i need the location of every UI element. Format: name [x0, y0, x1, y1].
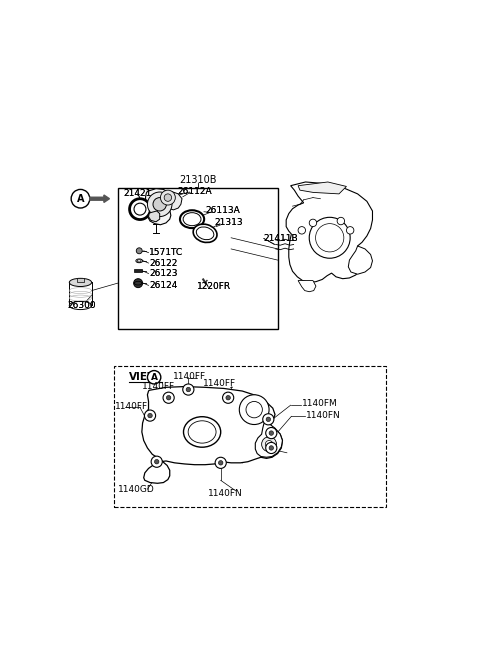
Polygon shape: [142, 386, 282, 483]
Circle shape: [155, 460, 159, 464]
Polygon shape: [298, 182, 347, 194]
Ellipse shape: [196, 227, 214, 240]
Text: 21310B: 21310B: [179, 175, 216, 185]
Circle shape: [163, 392, 174, 403]
Polygon shape: [161, 191, 182, 210]
Ellipse shape: [136, 259, 143, 263]
Ellipse shape: [69, 301, 92, 310]
Circle shape: [265, 441, 273, 448]
Circle shape: [147, 192, 172, 217]
Circle shape: [223, 392, 234, 403]
Circle shape: [266, 442, 277, 453]
Circle shape: [134, 203, 146, 215]
Ellipse shape: [137, 260, 141, 262]
Bar: [114, 366, 385, 508]
Ellipse shape: [69, 278, 92, 286]
Circle shape: [263, 414, 274, 425]
Text: 21411B: 21411B: [264, 234, 299, 243]
Polygon shape: [255, 422, 282, 457]
Text: 1140FF: 1140FF: [142, 382, 175, 390]
Text: 26113A: 26113A: [205, 206, 240, 215]
Circle shape: [144, 410, 156, 421]
Circle shape: [240, 395, 269, 424]
Text: 1140FN: 1140FN: [208, 489, 243, 498]
Circle shape: [309, 219, 317, 227]
Text: 1140FM: 1140FM: [302, 399, 337, 408]
Circle shape: [298, 227, 306, 234]
Text: 1140GD: 1140GD: [118, 485, 155, 494]
Text: 26122: 26122: [149, 259, 178, 268]
Circle shape: [147, 371, 161, 384]
Circle shape: [130, 198, 150, 219]
Text: 1140FF: 1140FF: [115, 402, 148, 411]
Text: 21421: 21421: [123, 189, 152, 198]
Bar: [134, 269, 142, 272]
Circle shape: [269, 431, 274, 436]
Ellipse shape: [193, 224, 217, 242]
Polygon shape: [148, 211, 160, 222]
Circle shape: [309, 217, 350, 258]
Text: 1571TC: 1571TC: [149, 248, 183, 257]
Circle shape: [269, 445, 274, 450]
Circle shape: [153, 198, 167, 211]
Text: A: A: [77, 194, 84, 204]
Text: 26123: 26123: [149, 269, 178, 278]
Ellipse shape: [180, 210, 204, 228]
Circle shape: [148, 413, 152, 418]
Text: 21313: 21313: [215, 218, 243, 227]
Circle shape: [71, 189, 90, 208]
Text: A: A: [151, 373, 157, 382]
Circle shape: [215, 457, 226, 468]
Circle shape: [347, 227, 354, 234]
Circle shape: [218, 460, 223, 465]
Circle shape: [266, 428, 277, 439]
FancyArrow shape: [90, 195, 109, 202]
Circle shape: [183, 384, 194, 395]
Circle shape: [160, 190, 175, 205]
Circle shape: [266, 417, 271, 422]
Circle shape: [337, 217, 345, 225]
Polygon shape: [348, 246, 372, 274]
Text: 26124: 26124: [149, 281, 178, 290]
Ellipse shape: [183, 213, 201, 226]
Text: 1140FF: 1140FF: [173, 372, 206, 381]
Polygon shape: [286, 182, 372, 282]
Text: 1140FF: 1140FF: [203, 379, 236, 388]
Circle shape: [133, 278, 143, 288]
Text: 21421: 21421: [123, 189, 152, 198]
Bar: [118, 187, 277, 329]
Circle shape: [262, 437, 276, 452]
Text: 1220FR: 1220FR: [197, 282, 231, 291]
Text: 26112A: 26112A: [177, 187, 212, 196]
Polygon shape: [145, 189, 173, 225]
Circle shape: [246, 402, 263, 418]
Circle shape: [136, 248, 142, 253]
Bar: [77, 278, 84, 282]
Text: VIEW: VIEW: [129, 372, 159, 383]
Text: 26123: 26123: [149, 269, 178, 278]
Text: 1571TC: 1571TC: [149, 248, 183, 257]
Text: 26122: 26122: [149, 259, 178, 268]
Polygon shape: [298, 280, 316, 291]
Text: 21313: 21313: [215, 218, 243, 227]
Circle shape: [164, 194, 172, 201]
Text: 26113A: 26113A: [205, 206, 240, 215]
Text: 26124: 26124: [149, 281, 178, 290]
Text: 21411B: 21411B: [264, 234, 299, 243]
Ellipse shape: [183, 417, 221, 447]
Ellipse shape: [188, 421, 216, 443]
Text: 1140FN: 1140FN: [305, 411, 340, 420]
Circle shape: [151, 456, 162, 467]
Text: 1220FR: 1220FR: [197, 282, 231, 291]
Circle shape: [315, 223, 344, 252]
Text: 26300: 26300: [67, 301, 96, 310]
Text: 26112A: 26112A: [177, 187, 212, 196]
Circle shape: [226, 396, 230, 400]
Circle shape: [186, 387, 191, 392]
Circle shape: [167, 396, 171, 400]
Text: 26300: 26300: [67, 301, 96, 310]
